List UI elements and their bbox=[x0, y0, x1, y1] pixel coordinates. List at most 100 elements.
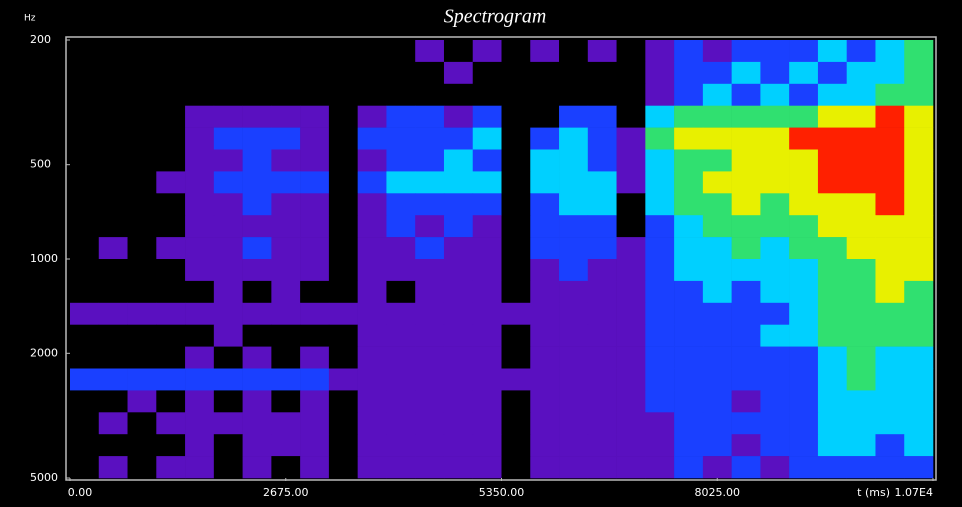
cell bbox=[674, 390, 703, 412]
cell bbox=[588, 303, 617, 325]
cell bbox=[760, 193, 789, 215]
cell bbox=[645, 84, 674, 106]
cell bbox=[329, 412, 358, 434]
cell bbox=[358, 456, 387, 478]
cell bbox=[732, 281, 761, 303]
cell bbox=[674, 62, 703, 84]
cell bbox=[645, 347, 674, 369]
cell bbox=[300, 40, 329, 62]
cell bbox=[818, 106, 847, 128]
cell bbox=[645, 259, 674, 281]
cell bbox=[674, 40, 703, 62]
cell bbox=[904, 369, 933, 391]
cell bbox=[128, 128, 157, 150]
cell bbox=[875, 325, 904, 347]
cell bbox=[271, 259, 300, 281]
cell bbox=[358, 106, 387, 128]
cell bbox=[847, 150, 876, 172]
cell bbox=[732, 40, 761, 62]
cell bbox=[559, 40, 588, 62]
cell bbox=[99, 456, 128, 478]
cell bbox=[904, 390, 933, 412]
cell bbox=[70, 171, 99, 193]
cell bbox=[156, 237, 185, 259]
cell bbox=[875, 369, 904, 391]
cell bbox=[530, 84, 559, 106]
cell bbox=[444, 84, 473, 106]
cell bbox=[185, 412, 214, 434]
cell bbox=[732, 303, 761, 325]
cell bbox=[818, 128, 847, 150]
cell bbox=[214, 150, 243, 172]
cell bbox=[358, 281, 387, 303]
cell bbox=[847, 237, 876, 259]
x-tick-label: 1.07E4 bbox=[895, 486, 933, 499]
cell bbox=[358, 40, 387, 62]
cell bbox=[703, 369, 732, 391]
cell bbox=[243, 62, 272, 84]
cell bbox=[789, 128, 818, 150]
cell bbox=[847, 456, 876, 478]
cell bbox=[156, 215, 185, 237]
cell bbox=[789, 150, 818, 172]
cell bbox=[358, 369, 387, 391]
cell bbox=[271, 40, 300, 62]
cell bbox=[70, 369, 99, 391]
cell bbox=[444, 215, 473, 237]
cell bbox=[502, 128, 531, 150]
cell bbox=[875, 62, 904, 84]
cell bbox=[760, 171, 789, 193]
cell bbox=[473, 259, 502, 281]
cell bbox=[358, 193, 387, 215]
cell bbox=[760, 150, 789, 172]
cell bbox=[128, 62, 157, 84]
cell bbox=[703, 281, 732, 303]
cell bbox=[415, 62, 444, 84]
cell bbox=[243, 259, 272, 281]
cell bbox=[760, 281, 789, 303]
cell bbox=[358, 215, 387, 237]
cell bbox=[559, 150, 588, 172]
cell bbox=[185, 40, 214, 62]
cell bbox=[415, 150, 444, 172]
cell bbox=[847, 369, 876, 391]
cell bbox=[70, 40, 99, 62]
cell bbox=[703, 171, 732, 193]
cell bbox=[875, 193, 904, 215]
cell bbox=[703, 434, 732, 456]
cell bbox=[789, 215, 818, 237]
cell bbox=[70, 237, 99, 259]
cell bbox=[271, 171, 300, 193]
cell bbox=[329, 281, 358, 303]
cell bbox=[904, 193, 933, 215]
cell bbox=[875, 84, 904, 106]
cell bbox=[70, 347, 99, 369]
cell bbox=[875, 237, 904, 259]
cell bbox=[386, 106, 415, 128]
cell bbox=[415, 215, 444, 237]
cell bbox=[904, 84, 933, 106]
cell bbox=[243, 369, 272, 391]
cell bbox=[674, 215, 703, 237]
cell bbox=[473, 62, 502, 84]
y-tick-label: 2000 bbox=[30, 346, 58, 359]
cell bbox=[789, 434, 818, 456]
cell bbox=[128, 369, 157, 391]
cell bbox=[386, 84, 415, 106]
cell bbox=[128, 434, 157, 456]
cell bbox=[415, 347, 444, 369]
cell bbox=[214, 193, 243, 215]
cell bbox=[588, 171, 617, 193]
cell bbox=[185, 456, 214, 478]
cell bbox=[300, 456, 329, 478]
cell bbox=[329, 325, 358, 347]
cell bbox=[243, 456, 272, 478]
cell bbox=[588, 128, 617, 150]
cell bbox=[703, 237, 732, 259]
cell bbox=[559, 281, 588, 303]
cell bbox=[156, 128, 185, 150]
cell bbox=[185, 150, 214, 172]
cell bbox=[502, 106, 531, 128]
cell bbox=[300, 259, 329, 281]
cell bbox=[760, 215, 789, 237]
